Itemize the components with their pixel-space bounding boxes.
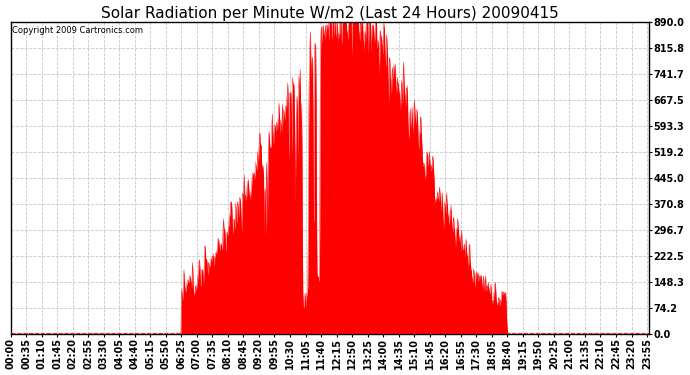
Title: Solar Radiation per Minute W/m2 (Last 24 Hours) 20090415: Solar Radiation per Minute W/m2 (Last 24…: [101, 6, 559, 21]
Text: Copyright 2009 Cartronics.com: Copyright 2009 Cartronics.com: [12, 26, 143, 35]
